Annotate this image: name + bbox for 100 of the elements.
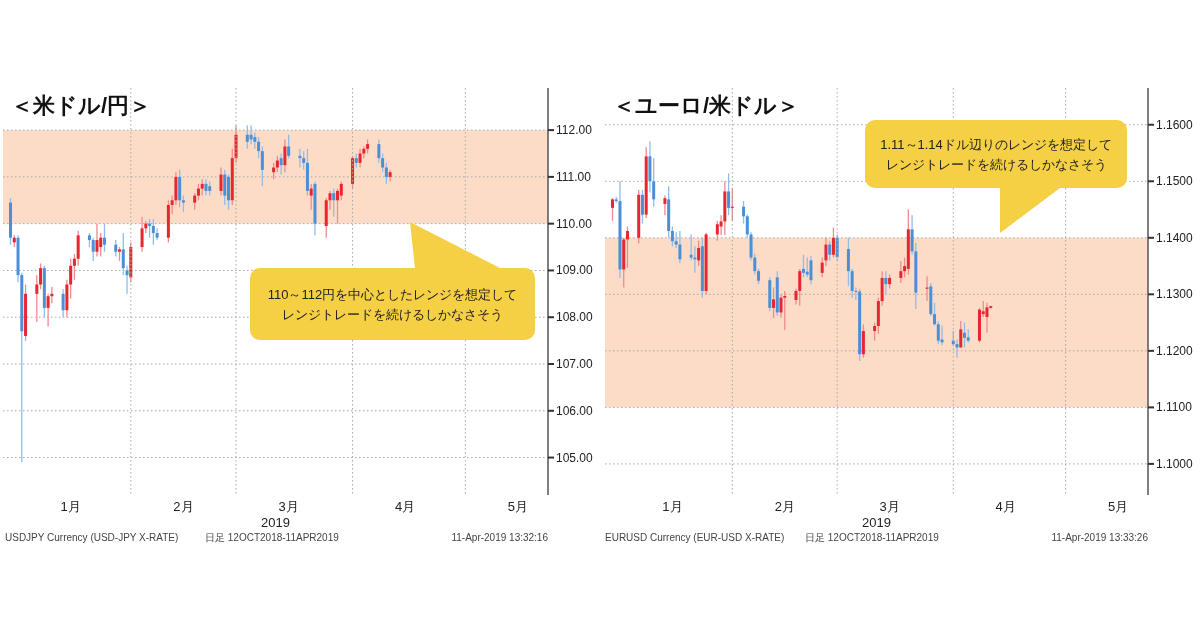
candlestick [95,223,99,258]
candlestick [219,166,223,197]
candlestick [118,246,122,262]
candlestick [805,256,809,279]
candlestick [670,225,674,247]
text: EURUSD Currency (EUR-USD X-RATE) [605,532,785,543]
y-tick-label: 1.1500 [1156,174,1194,189]
candlestick [279,152,283,176]
y-tick-label: 112.00 [556,123,593,138]
candlestick [828,239,832,262]
candlestick [302,150,306,171]
x-tick-label: 2月 [774,499,795,514]
candlestick [102,223,106,253]
text: 11-Apr-2019 13:32:16 [451,532,549,543]
candlestick [61,288,65,318]
candlestick [801,254,805,279]
candlestick [873,321,877,342]
candlestick [151,218,155,246]
y-tick-label: 105.00 [556,450,594,465]
x-axis-title: 2019 [261,515,290,530]
candlestick [287,134,291,159]
annotation: 110～112円を中心としたレンジを想定してレンジトレードを続けるしかなさそう [267,287,518,322]
x-tick-label: 1月 [662,499,683,514]
candlestick [204,178,208,197]
candlestick [727,172,731,216]
candlestick [625,225,629,269]
candlestick [39,262,43,290]
y-tick-label: 1.1200 [1156,343,1194,358]
chart-title: ＜米ドル/円＞ [11,93,152,118]
candlestick [678,230,682,264]
candlestick [640,189,644,225]
candlestick [227,173,231,211]
candlestick [846,237,850,287]
y-tick-label: 107.00 [556,357,594,372]
candlestick [850,268,854,299]
candlestick [260,145,264,187]
y-tick-label: 108.00 [556,310,594,325]
candlestick [831,226,835,259]
candlestick [257,136,261,159]
y-tick-label: 1.1300 [1156,287,1194,302]
x-tick-label: 4月 [395,499,416,514]
candlestick [283,138,287,173]
candlestick [339,180,343,201]
candlestick [388,169,392,183]
y-tick-label: 1.1100 [1156,400,1193,415]
text: USDJPY Currency (USD-JPY X-RATE) [5,532,179,543]
candlestick [610,197,614,222]
candlestick [742,200,746,225]
candlestick [884,270,888,295]
text: 11-Apr-2019 13:33:26 [1051,532,1149,543]
candlestick [155,227,159,241]
candlestick [35,274,39,323]
annotation: 1.11～1.14ドル辺りのレンジを想定してレンジトレードを続けるしかなさそう [880,137,1112,172]
y-tick-label: 111.00 [556,169,592,184]
x-tick-label: 5月 [507,499,529,514]
y-tick-label: 109.00 [556,263,594,278]
candlestick [332,187,336,218]
candlestick [899,260,903,284]
text: 日足 12OCT2018-11APR2019 [805,532,940,543]
candlestick [861,323,865,359]
candlestick [697,239,701,267]
candlestick [798,268,802,307]
candlestick [377,138,381,164]
x-tick-label: 2月 [173,499,194,514]
x-tick-label: 5月 [1107,499,1129,514]
x-tick-label: 3月 [879,499,900,514]
candlestick [384,162,388,185]
candlestick [223,169,227,206]
candlestick [91,237,95,262]
candlestick [772,286,776,319]
candlestick [72,253,76,281]
candlestick [955,338,959,359]
candlestick [663,194,667,216]
y-tick-label: 106.00 [556,403,594,418]
candlestick [783,290,787,331]
candlestick [358,148,362,169]
candlestick [809,255,813,285]
candlestick [933,302,937,327]
candlestick [245,124,249,150]
x-tick-label: 4月 [995,499,1016,514]
candlestick [309,183,313,211]
candlestick [730,187,734,222]
y-tick-label: 1.1000 [1156,456,1194,471]
candlestick [76,230,80,267]
candlestick [925,275,929,302]
x-tick-label: 1月 [60,499,81,514]
candlestick [977,307,981,344]
candlestick [140,216,144,253]
candlestick [959,320,963,349]
candlestick [936,320,940,345]
y-tick-label: 110.00 [556,216,593,231]
y-tick-label: 1.1400 [1156,230,1194,245]
text: 日足 12OCT2018-11APR2019 [205,532,340,543]
chart-title: ＜ユーロ/米ドル＞ [613,93,800,118]
x-axis-title: 2019 [862,515,891,530]
candlestick [963,321,966,349]
candlestick [336,187,340,225]
y-tick-label: 1.1600 [1156,117,1194,132]
candlestick [178,169,182,208]
x-tick-label: 3月 [278,499,299,514]
